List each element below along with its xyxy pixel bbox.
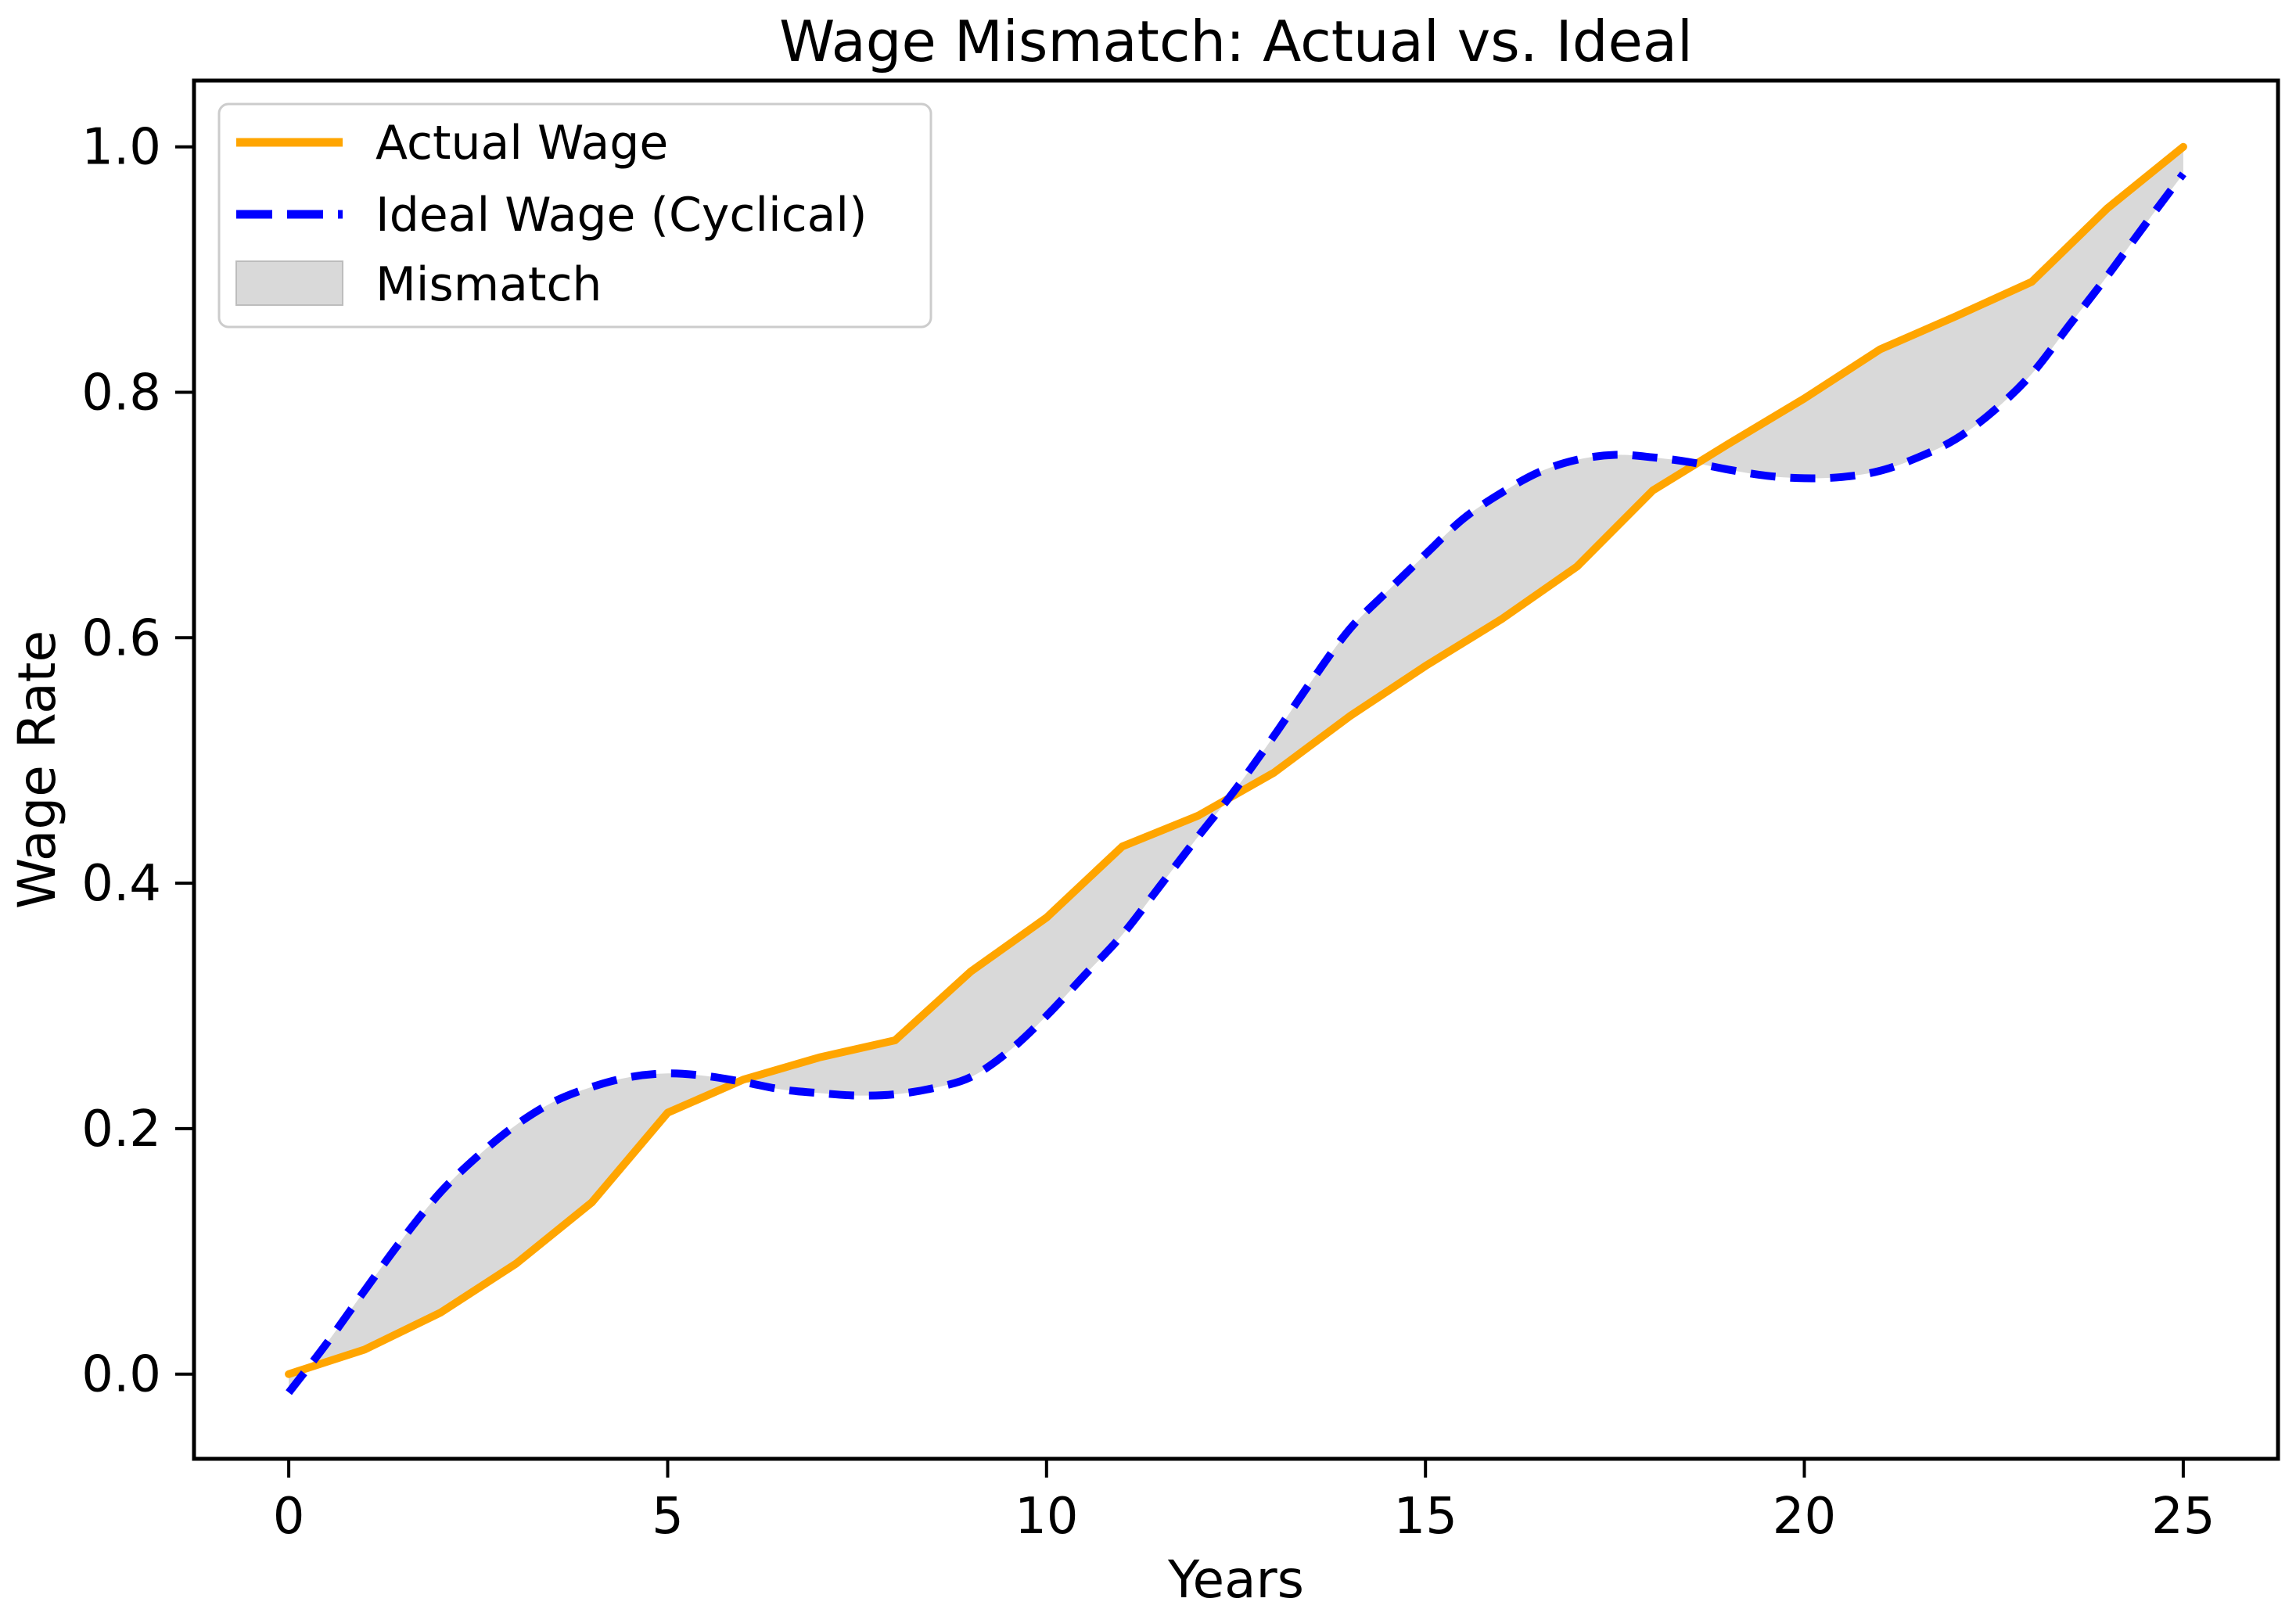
y-tick-label: 0.8 [81,365,161,422]
x-tick-label: 15 [1393,1488,1457,1546]
y-tick-label: 0.6 [81,609,161,667]
legend-actual-label: Actual Wage [375,116,668,171]
ideal-wage-line [286,171,2186,1395]
x-tick-label: 0 [273,1488,305,1546]
mismatch-area [289,146,2183,1393]
y-tick-label: 1.0 [81,119,161,177]
legend: Actual Wage Ideal Wage (Cyclical) Mismat… [217,102,932,329]
y-tick-label: 0.2 [81,1101,161,1158]
x-tick-label: 25 [2151,1488,2215,1546]
y-axis-ticks: 0.0 0.2 0.4 0.6 0.8 1.0 [81,119,194,1404]
y-tick-label: 0.0 [81,1346,161,1404]
legend-box [217,102,932,329]
plot-border [192,78,2280,1461]
y-tick-label: 0.4 [81,855,161,913]
legend-mismatch-patch-swatch [235,260,343,306]
x-tick-label: 10 [1015,1488,1078,1546]
legend-ideal-label: Ideal Wage (Cyclical) [375,188,868,242]
x-tick-label: 20 [1773,1488,1836,1546]
x-axis-ticks: 0 5 10 15 20 25 [273,1459,2215,1546]
x-tick-label: 5 [652,1488,684,1546]
chart-title: Wage Mismatch: Actual vs. Ideal [779,9,1693,74]
x-axis-label: Years [1167,1550,1304,1609]
y-axis-label: Wage Rate [7,630,67,909]
legend-mismatch-label: Mismatch [375,257,602,312]
